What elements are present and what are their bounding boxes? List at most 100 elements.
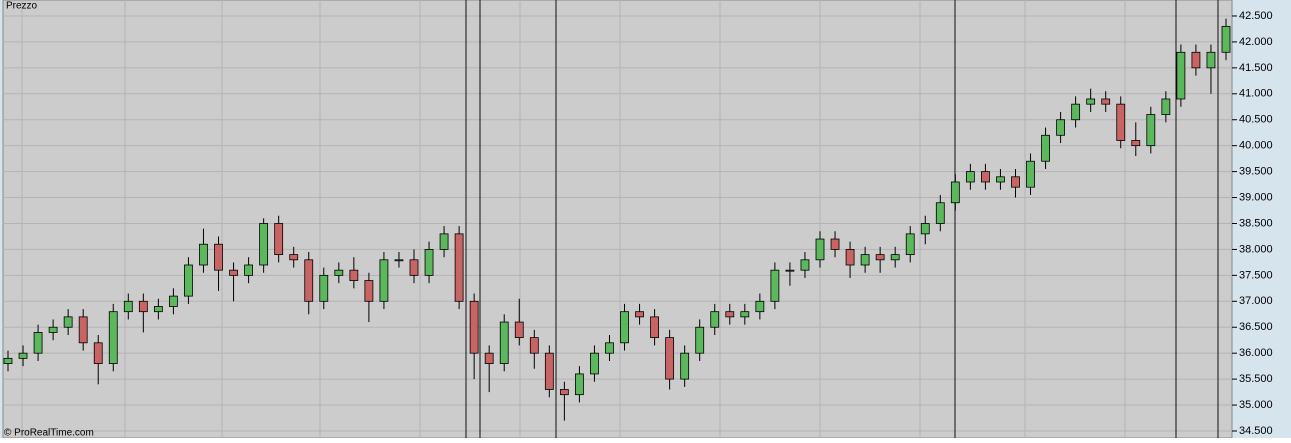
candle-body <box>1131 140 1141 147</box>
y-tick-label: 37.500 <box>1239 269 1273 281</box>
candle-body <box>1101 98 1111 105</box>
candle-body <box>605 342 614 354</box>
y-tick-label: 36.000 <box>1239 347 1273 359</box>
candle-body <box>169 295 178 307</box>
candle-body <box>304 259 314 302</box>
candle-body <box>439 233 449 250</box>
candle-body <box>785 269 795 272</box>
candle-body <box>620 311 629 344</box>
candle-body <box>981 171 990 183</box>
candle-body <box>424 249 434 276</box>
candle-body <box>379 259 389 302</box>
candle-body <box>409 259 419 276</box>
chart-title: Prezzo <box>6 1 38 12</box>
candle-body <box>1161 98 1171 115</box>
y-tick-label: 39.000 <box>1239 191 1273 203</box>
candle-body <box>544 352 554 390</box>
y-tick-label: 42.500 <box>1239 10 1273 22</box>
candle-body <box>996 176 1005 183</box>
candle-body <box>229 269 238 276</box>
candle-body <box>78 316 88 344</box>
candle-body <box>199 243 208 266</box>
y-tick-label: 35.000 <box>1239 399 1273 411</box>
candle-body <box>920 223 930 235</box>
candle-body <box>845 249 855 266</box>
candle-body <box>860 254 870 266</box>
candle-body <box>1026 160 1035 188</box>
candle-body <box>1191 51 1201 69</box>
plot-area <box>2 0 1233 439</box>
source: © ProRealTime.com <box>4 428 94 438</box>
candle-body <box>950 181 960 204</box>
y-tick-label: 38.000 <box>1239 243 1273 255</box>
candle-body <box>153 306 163 313</box>
vertical-grid <box>21 0 1126 438</box>
candle-body <box>18 352 28 359</box>
candle-body <box>1086 98 1096 105</box>
candle-body <box>680 352 690 380</box>
candle-body <box>138 300 148 313</box>
candle-body <box>259 223 269 266</box>
candle-body <box>830 238 840 250</box>
candle-body <box>514 321 524 339</box>
y-tick-label: 36.500 <box>1239 321 1273 333</box>
candle-body <box>529 337 539 354</box>
candle-body <box>635 311 644 318</box>
y-tick-label: 40.000 <box>1239 140 1273 152</box>
candle-body <box>63 316 73 328</box>
candle-body <box>123 300 133 313</box>
candle-body <box>349 269 359 281</box>
candle-body <box>289 254 299 261</box>
candle-body <box>274 223 284 256</box>
y-tick-label: 37.000 <box>1239 295 1273 307</box>
candle-body <box>1146 114 1156 147</box>
y-tick-label: 42.000 <box>1239 36 1273 48</box>
candle-body <box>1011 176 1020 188</box>
candle-body <box>469 300 479 354</box>
candle-body <box>575 373 584 396</box>
y-tick-label: 35.500 <box>1239 373 1273 385</box>
candle-body <box>184 264 193 297</box>
candle-body <box>665 337 675 380</box>
candle-body <box>1221 25 1231 53</box>
candle-body <box>3 357 13 364</box>
candle-body <box>695 326 705 354</box>
candle-body <box>214 243 223 271</box>
candle-body <box>1071 103 1081 121</box>
y-tick-label: 41.500 <box>1239 62 1273 74</box>
candle-body <box>93 342 103 364</box>
y-tick-label: 40.500 <box>1239 114 1273 126</box>
candle-body <box>755 300 765 313</box>
candle-body <box>965 171 975 183</box>
y-tick-label: 41.000 <box>1239 88 1273 100</box>
candle-body <box>1116 103 1126 141</box>
candle-body <box>590 352 599 375</box>
candle-body <box>800 259 810 271</box>
candle-body <box>484 352 494 364</box>
candle-body <box>1176 51 1186 100</box>
candle-body <box>905 233 915 256</box>
candle-body <box>33 332 43 354</box>
candle-body <box>1056 119 1065 136</box>
candle-body <box>1041 134 1050 162</box>
candle-body <box>725 311 735 318</box>
candle-body <box>770 269 780 302</box>
y-tick-label: 34.500 <box>1239 425 1273 437</box>
candle-body <box>394 259 404 262</box>
candle-body <box>559 389 569 396</box>
candle-body <box>1206 51 1216 69</box>
candle-body <box>710 311 720 328</box>
candle-body <box>890 254 900 261</box>
candle-body <box>48 326 58 333</box>
candle-body <box>244 264 253 276</box>
candle-body <box>334 269 344 276</box>
candle-body <box>454 233 464 302</box>
candle-body <box>108 311 118 364</box>
period-separators <box>465 0 1219 438</box>
candle-body <box>319 274 329 302</box>
candle-body <box>815 238 825 261</box>
y-tick-label: 38.500 <box>1239 217 1273 229</box>
candle-body <box>364 280 374 302</box>
